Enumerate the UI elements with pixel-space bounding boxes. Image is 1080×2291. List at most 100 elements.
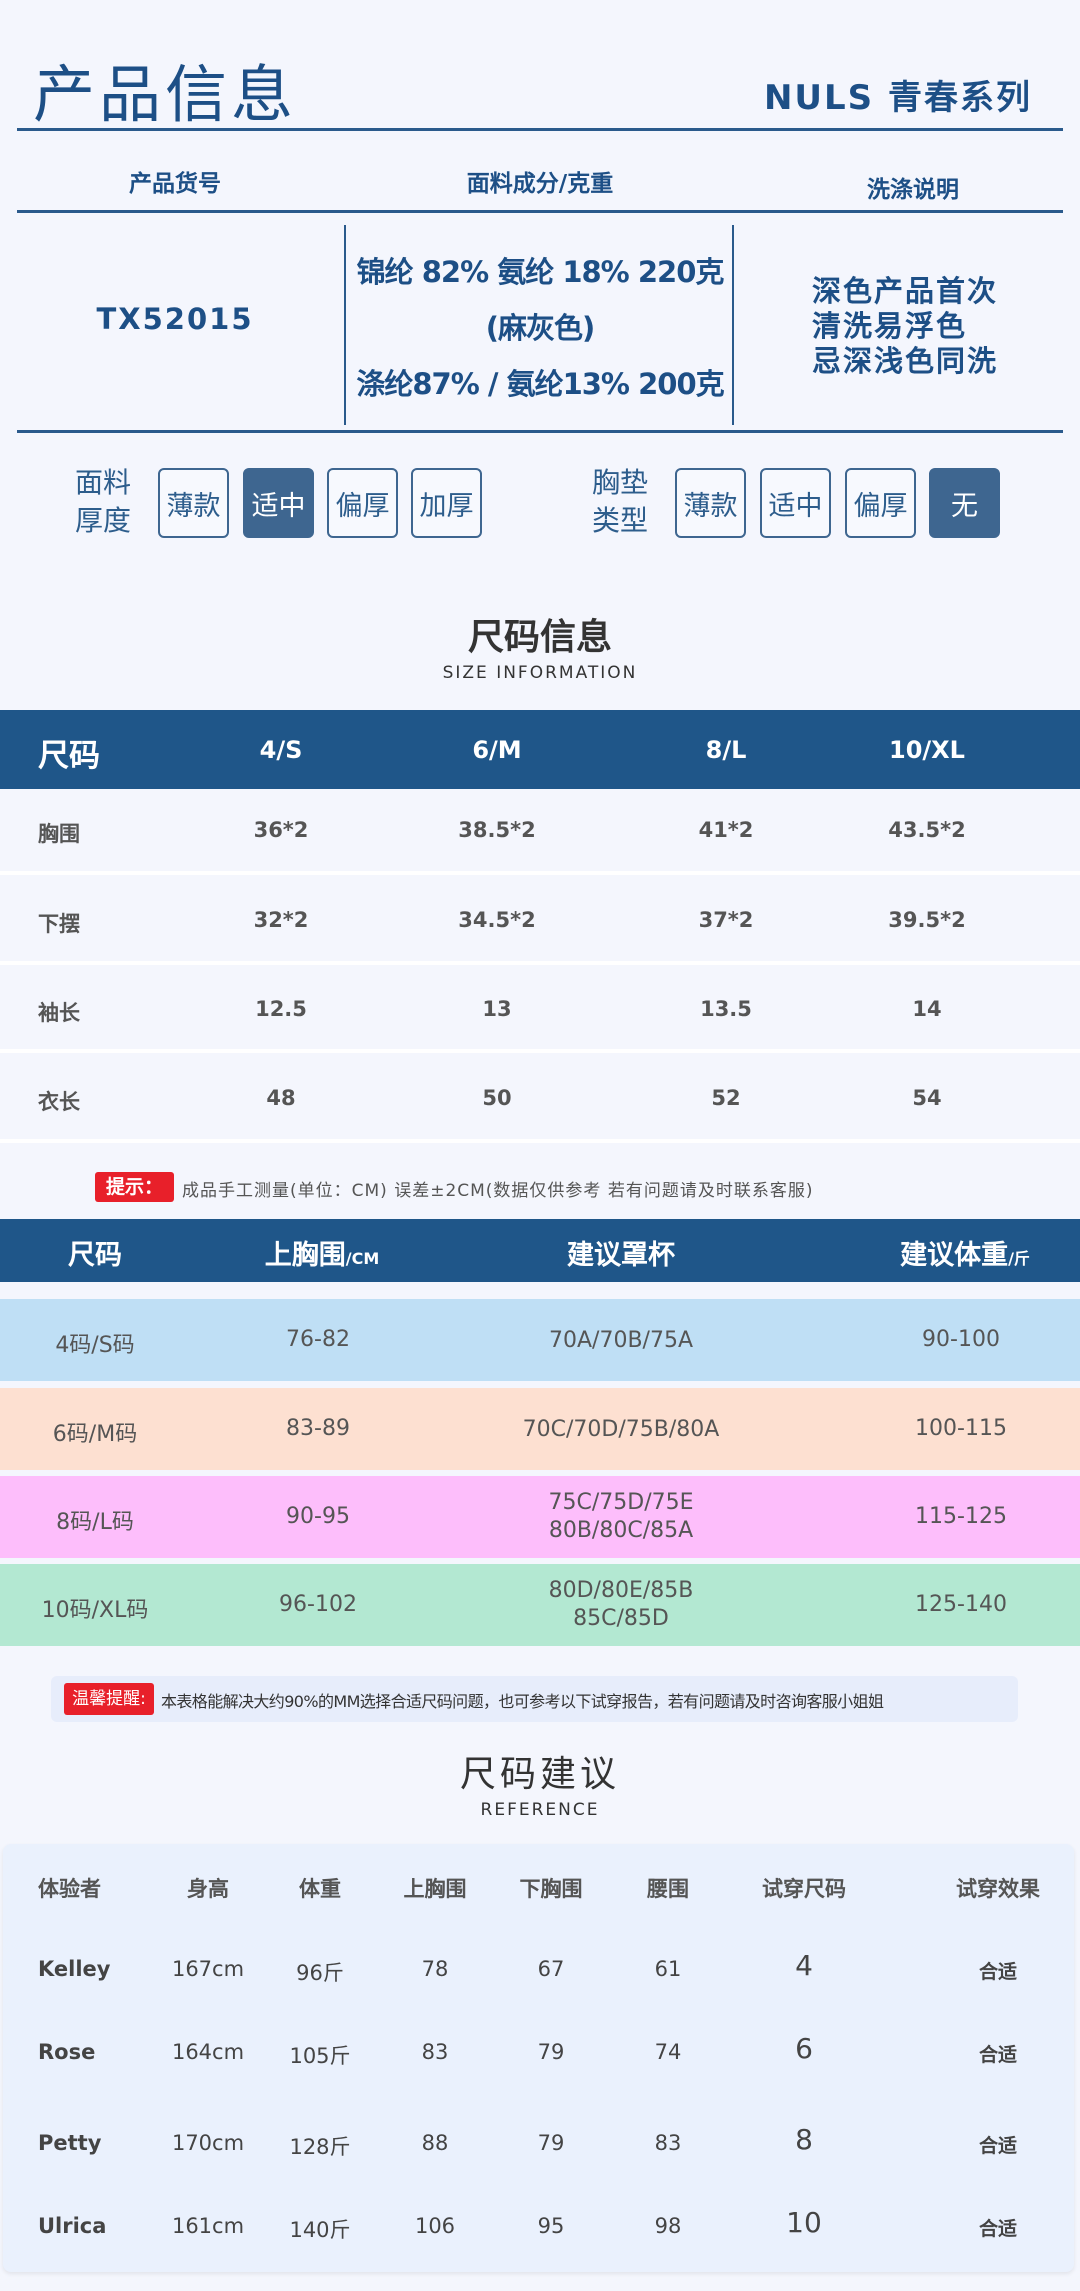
thickness-option-thick: 偏厚	[327, 468, 398, 538]
label-line: 厚度	[74, 504, 131, 537]
table-cell: 34.5*2	[458, 908, 536, 932]
table-cell: 96斤	[296, 1961, 344, 1985]
wash-line: 忌深浅色同洗	[812, 344, 999, 378]
warm-tip-badge: 温馨提醒:	[64, 1683, 154, 1715]
header-cell: 体验者	[38, 1877, 101, 1901]
header-cell: 尺码	[68, 1240, 122, 1271]
col-sku: 产品货号	[129, 171, 221, 197]
cup-line: 75C/75D/75E	[548, 1490, 694, 1515]
header-cell: 下胸围	[519, 1877, 583, 1901]
table-cell: 合适	[978, 1961, 1018, 1983]
table-cell: 48	[266, 1086, 296, 1110]
reference-row: Ulrica 161cm 140斤 106 95 98 10 合适	[0, 2206, 1080, 2246]
table-cell: 79	[537, 2040, 565, 2064]
col-composition: 面料成分/克重	[466, 171, 614, 197]
header-cell: 建议罩杯	[567, 1240, 675, 1271]
table-cell: 98	[654, 2214, 682, 2238]
table-cell: 128斤	[289, 2135, 351, 2159]
table-cell: 161cm	[171, 2214, 245, 2238]
table-cell: 50	[482, 1086, 512, 1110]
tester-name: Kelley	[38, 1957, 111, 1981]
divider	[344, 225, 346, 425]
fit-size: 4	[795, 1949, 813, 1982]
table-cell: 合适	[978, 2044, 1018, 2066]
table-cell: 83-89	[286, 1416, 350, 1441]
table-cell: 38.5*2	[458, 818, 536, 842]
header-text: 上胸围	[264, 1240, 346, 1271]
pad-option-thin: 薄款	[675, 468, 746, 538]
row-label: 衣长	[38, 1090, 80, 1114]
table-cell: 90-100	[922, 1327, 1000, 1352]
header-cell: 试穿效果	[956, 1877, 1040, 1901]
table-cell: 96-102	[279, 1592, 357, 1617]
reference-header: 体验者 身高 体重 上胸围 下胸围 腰围 试穿尺码 试穿效果	[0, 1873, 1080, 1903]
pad-option-thick: 偏厚	[845, 468, 916, 538]
header-cell: 建议体重/斤	[900, 1233, 1030, 1272]
composition-line: 锦纶 82% 氨纶 18% 220克	[356, 255, 725, 289]
thickness-option-thin: 薄款	[158, 468, 229, 538]
cup-cell: 75C/75D/75E 80B/80C/85A	[548, 1489, 693, 1545]
cup-line: 80B/80C/85A	[548, 1518, 694, 1543]
sku-value: TX52015	[96, 302, 254, 336]
bra-table-row: 4码/S码 76-82 70A/70B/75A 90-100	[0, 1299, 1080, 1381]
table-cell: 67	[537, 1957, 565, 1981]
header-cell: 4/S	[259, 736, 303, 764]
table-cell: 74	[654, 2040, 682, 2064]
wash-line: 清洗易浮色	[812, 309, 968, 343]
table-cell: 125-140	[915, 1592, 1007, 1617]
table-cell: 4码/S码	[55, 1333, 135, 1358]
pad-option-medium: 适中	[760, 468, 831, 538]
cup-line: 70C/70D/75B/80A	[522, 1417, 720, 1442]
warm-tip-box: 温馨提醒: 本表格能解决大约90%的MM选择合适尺码问题，也可参考以下试穿报告，…	[51, 1676, 1018, 1722]
header-cell: 6/M	[472, 736, 522, 764]
col-wash: 洗涤说明	[867, 177, 959, 203]
header-cell: 上胸围/CM	[265, 1233, 380, 1272]
table-cell: 76-82	[286, 1327, 350, 1352]
bra-table-row: 8码/L码 90-95 75C/75D/75E 80B/80C/85A 115-125	[0, 1476, 1080, 1558]
table-cell: 合适	[978, 2135, 1018, 2157]
table-cell: 83	[421, 2040, 449, 2064]
table-cell: 合适	[978, 2218, 1018, 2240]
size-table-row: 衣长 48 50 52 54	[0, 1057, 1080, 1143]
divider	[17, 430, 1063, 433]
bra-table-header: 尺码 上胸围/CM 建议罩杯 建议体重/斤	[0, 1219, 1080, 1282]
thickness-option-medium: 适中	[243, 468, 314, 538]
table-cell: 39.5*2	[888, 908, 966, 932]
tip-text: 成品手工测量(单位：CM) 误差±2CM(数据仅供参考 若有问题请及时联系客服)	[182, 1181, 814, 1201]
table-cell: 78	[421, 1957, 449, 1981]
size-table-row: 胸围 36*2 38.5*2 41*2 43.5*2	[0, 789, 1080, 875]
header-cell: 8/L	[705, 736, 747, 764]
table-cell: 88	[421, 2131, 449, 2155]
table-cell: 170cm	[171, 2131, 245, 2155]
header-cell: 试穿尺码	[762, 1877, 846, 1901]
header-cell: 尺码	[38, 738, 100, 774]
header-cell: 上胸围	[403, 1877, 467, 1901]
header-cell: 腰围	[647, 1877, 689, 1901]
reference-title: 尺码建议	[459, 1754, 620, 1795]
table-cell: 43.5*2	[888, 818, 966, 842]
size-info-subtitle: SIZE INFORMATION	[442, 663, 638, 683]
cup-cell: 80D/80E/85B 85C/85D	[549, 1577, 694, 1633]
table-cell: 167cm	[171, 1957, 245, 1981]
table-cell: 13	[482, 997, 512, 1021]
table-cell: 140斤	[289, 2218, 351, 2242]
table-cell: 6码/M码	[52, 1422, 138, 1447]
header-cell: 身高	[187, 1877, 229, 1901]
table-cell: 83	[654, 2131, 682, 2155]
warm-tip-text: 本表格能解决大约90%的MM选择合适尺码问题，也可参考以下试穿报告，若有问题请及…	[161, 1692, 884, 1711]
tester-name: Rose	[38, 2040, 96, 2064]
tip-badge: 提示：	[95, 1172, 174, 1202]
table-cell: 106	[414, 2214, 456, 2238]
divider	[732, 225, 734, 425]
table-cell: 105斤	[289, 2044, 351, 2068]
table-cell: 32*2	[253, 908, 309, 932]
size-table-row: 袖长 12.5 13 13.5 14	[0, 969, 1080, 1053]
table-cell: 61	[654, 1957, 682, 1981]
table-cell: 36*2	[253, 818, 309, 842]
fit-size: 8	[795, 2123, 813, 2156]
cup-line: 70A/70B/75A	[549, 1328, 693, 1353]
table-cell: 115-125	[915, 1504, 1007, 1529]
table-cell: 14	[912, 997, 942, 1021]
row-label: 胸围	[38, 822, 80, 846]
reference-row: Kelley 167cm 96斤 78 67 61 4 合适	[0, 1949, 1080, 1989]
